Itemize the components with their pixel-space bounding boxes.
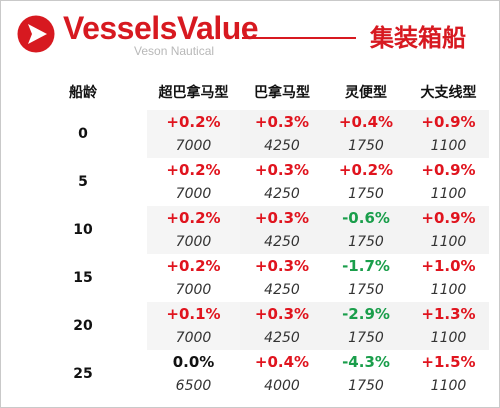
change-cell: +0.3% xyxy=(240,110,324,134)
age-cell: 0 xyxy=(19,110,147,158)
change-cell: +1.0% xyxy=(421,257,476,275)
value-cell: 4250 xyxy=(240,134,324,158)
value-cell: 4250 xyxy=(264,186,300,202)
change-cell: +1.3% xyxy=(408,302,489,326)
column-header-panamax: 巴拿马型 xyxy=(254,84,310,101)
table-row: 25 0.0% +0.4% -4.3% +1.5% xyxy=(19,350,489,398)
table-row: 20 +0.1% +0.3% -2.9% +1.3% xyxy=(19,302,489,350)
change-cell: +0.4% xyxy=(254,353,310,371)
change-cell: +0.9% xyxy=(408,206,489,230)
value-cell: 4250 xyxy=(264,282,300,298)
vesselsvalue-logo-icon xyxy=(17,15,55,53)
value-cell: 1100 xyxy=(430,378,467,394)
value-cell: 1100 xyxy=(430,186,467,202)
change-cell: -2.9% xyxy=(324,302,408,326)
value-cell: 4000 xyxy=(264,378,300,394)
table-row: 7000 4250 1750 1100 xyxy=(19,278,489,302)
change-cell: -0.6% xyxy=(324,206,408,230)
age-cell: 5 xyxy=(19,158,147,206)
change-cell: +0.2% xyxy=(338,161,394,179)
value-cell: 1750 xyxy=(324,326,408,350)
value-cell: 1100 xyxy=(430,282,467,298)
value-cell: 7000 xyxy=(175,186,212,202)
value-cell: 1750 xyxy=(348,186,384,202)
value-cell: 1100 xyxy=(408,326,489,350)
column-header-handy: 灵便型 xyxy=(345,84,387,101)
column-header-post-panamax: 超巴拿马型 xyxy=(158,84,229,101)
value-cell: 1750 xyxy=(324,230,408,254)
age-cell: 10 xyxy=(19,206,147,254)
table-row: 10 +0.2% +0.3% -0.6% +0.9% xyxy=(19,206,489,254)
change-cell: -4.3% xyxy=(342,353,390,371)
column-header-age: 船龄 xyxy=(69,84,97,101)
table-row: 15 +0.2% +0.3% -1.7% +1.0% xyxy=(19,254,489,302)
table-row: 7000 4250 1750 1100 xyxy=(19,326,489,350)
change-cell: +0.3% xyxy=(254,257,310,275)
table-row: 5 +0.2% +0.3% +0.2% +0.9% xyxy=(19,158,489,206)
value-cell: 1750 xyxy=(348,378,384,394)
change-cell: +0.2% xyxy=(147,110,240,134)
age-cell: 15 xyxy=(19,254,147,302)
value-cell: 4250 xyxy=(240,326,324,350)
change-cell: 0.0% xyxy=(172,353,215,371)
change-cell: +0.2% xyxy=(166,161,221,179)
brand-name: VesselsValue xyxy=(63,10,259,46)
change-cell: +0.4% xyxy=(324,110,408,134)
change-cell: +0.2% xyxy=(147,206,240,230)
table-row: 7000 4250 1750 1100 xyxy=(19,182,489,206)
change-cell: +0.3% xyxy=(254,161,310,179)
age-cell: 20 xyxy=(19,302,147,350)
page-title: 集装箱船 xyxy=(370,24,466,52)
table-row: 6500 4000 1750 1100 xyxy=(19,374,489,398)
value-cell: 1750 xyxy=(324,134,408,158)
change-cell: +0.2% xyxy=(166,257,221,275)
value-cell: 6500 xyxy=(175,378,212,394)
value-cell: 4250 xyxy=(240,230,324,254)
change-cell: +0.3% xyxy=(240,302,324,326)
column-header-feeder: 大支线型 xyxy=(420,84,477,101)
change-cell: +1.5% xyxy=(421,353,476,371)
table-row: 7000 4250 1750 1100 xyxy=(19,134,489,158)
table-row: 7000 4250 1750 1100 xyxy=(19,230,489,254)
change-cell: -1.7% xyxy=(342,257,390,275)
value-cell: 7000 xyxy=(175,282,212,298)
change-cell: +0.3% xyxy=(240,206,324,230)
value-cell: 1100 xyxy=(408,230,489,254)
value-cell: 1750 xyxy=(348,282,384,298)
table-row: 0 +0.2% +0.3% +0.4% +0.9% xyxy=(19,110,489,158)
value-cell: 1100 xyxy=(408,134,489,158)
change-cell: +0.9% xyxy=(408,110,489,134)
brand-subtitle: Veson Nautical xyxy=(134,44,215,58)
age-cell: 25 xyxy=(19,350,147,398)
value-cell: 7000 xyxy=(147,326,240,350)
header-row: 船龄 超巴拿马型 巴拿马型 灵便型 大支线型 xyxy=(19,73,489,110)
value-cell: 7000 xyxy=(147,230,240,254)
value-table: 船龄 超巴拿马型 巴拿马型 灵便型 大支线型 0 +0.2% +0.3% +0.4% +… xyxy=(19,73,489,398)
change-cell: +0.1% xyxy=(147,302,240,326)
header-divider xyxy=(242,37,356,39)
header: VesselsValue Veson Nautical 集装箱船 xyxy=(1,1,499,67)
change-cell: +0.9% xyxy=(421,161,476,179)
value-cell: 7000 xyxy=(147,134,240,158)
